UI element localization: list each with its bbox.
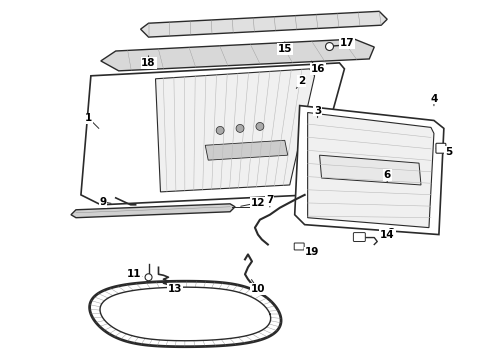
Text: 9: 9 (99, 197, 106, 207)
Text: 2: 2 (298, 76, 305, 86)
Text: 17: 17 (340, 38, 355, 48)
Text: 3: 3 (314, 105, 321, 116)
Text: 18: 18 (141, 58, 156, 68)
Text: 5: 5 (445, 147, 452, 157)
Circle shape (236, 125, 244, 132)
Text: 1: 1 (85, 113, 93, 123)
Text: 4: 4 (430, 94, 438, 104)
Circle shape (325, 42, 334, 50)
FancyBboxPatch shape (294, 243, 304, 250)
PathPatch shape (205, 140, 288, 160)
PathPatch shape (294, 105, 444, 235)
Text: 8: 8 (388, 228, 395, 238)
Text: 12: 12 (251, 198, 265, 208)
FancyBboxPatch shape (436, 143, 446, 153)
Text: 7: 7 (266, 195, 273, 205)
Polygon shape (90, 281, 281, 347)
Text: 6: 6 (384, 170, 391, 180)
Text: 10: 10 (251, 284, 265, 294)
PathPatch shape (71, 204, 235, 218)
PathPatch shape (308, 113, 434, 228)
Text: 14: 14 (380, 230, 394, 239)
PathPatch shape (319, 155, 421, 185)
Circle shape (216, 126, 224, 134)
Circle shape (145, 274, 152, 281)
Text: 16: 16 (310, 64, 325, 74)
PathPatch shape (101, 39, 374, 71)
PathPatch shape (81, 63, 344, 205)
Text: 11: 11 (126, 269, 141, 279)
Circle shape (256, 122, 264, 130)
PathPatch shape (141, 11, 387, 37)
PathPatch shape (155, 69, 315, 192)
Text: 19: 19 (304, 247, 319, 257)
Text: 13: 13 (168, 284, 183, 294)
FancyBboxPatch shape (353, 233, 366, 242)
Text: 15: 15 (277, 44, 292, 54)
